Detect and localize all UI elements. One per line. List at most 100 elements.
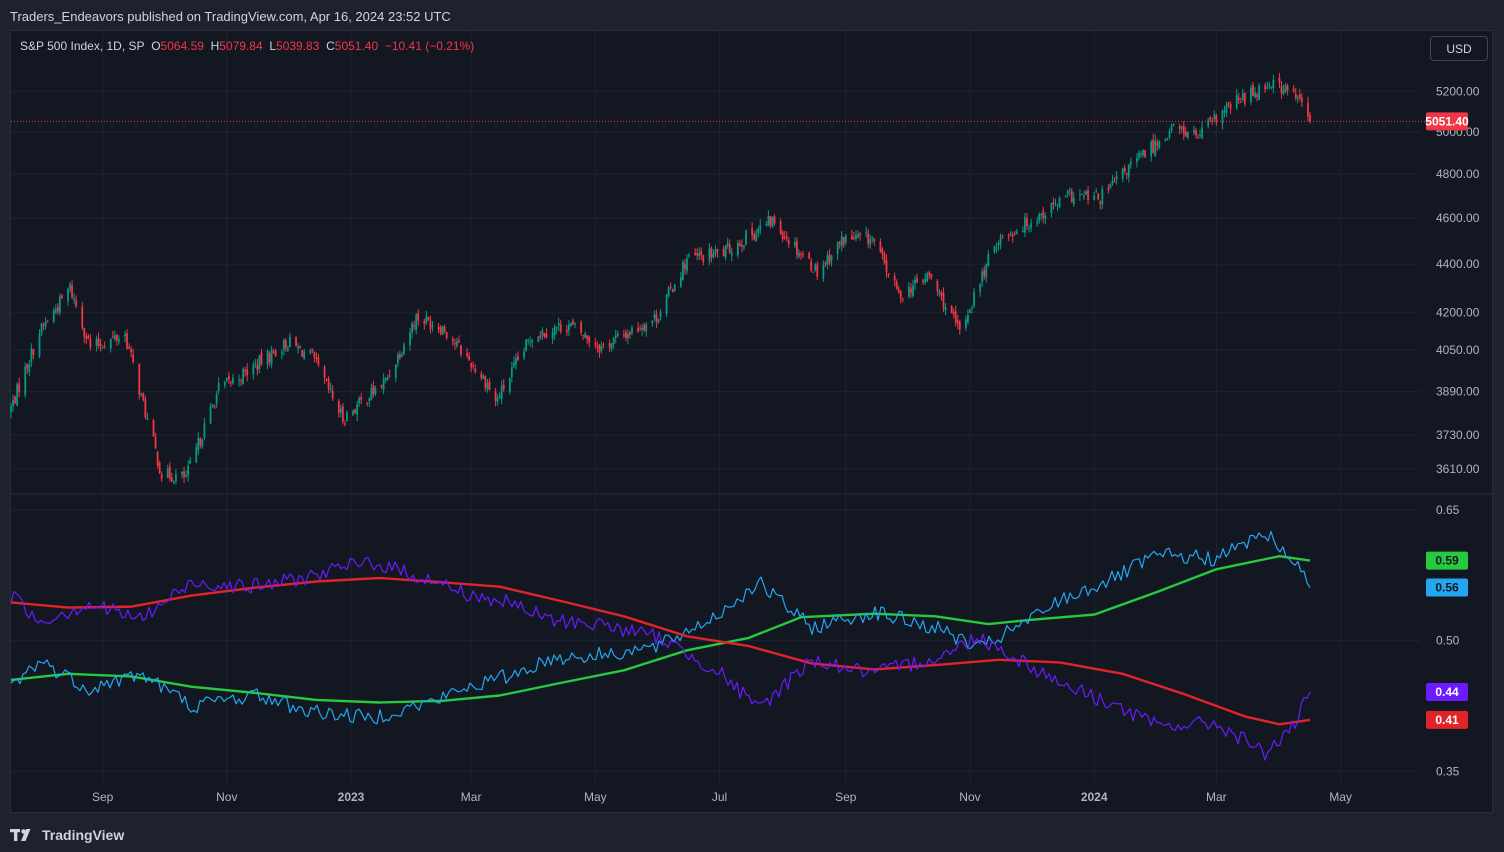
candle-body — [659, 311, 662, 317]
candle-body — [669, 286, 672, 288]
candle-body — [284, 340, 287, 349]
candle-body — [484, 376, 487, 389]
candle-body — [46, 321, 49, 323]
candle-body — [745, 231, 747, 245]
candle-body — [523, 351, 525, 358]
candle-body — [425, 316, 428, 323]
candle-body — [69, 284, 71, 290]
time-tick-label: Mar — [461, 790, 482, 804]
footer: TradingView — [10, 825, 124, 845]
candle-body — [1254, 92, 1256, 97]
candle-body — [1180, 126, 1183, 129]
candle-body — [916, 278, 918, 283]
candle-body — [545, 333, 548, 338]
candle-body — [126, 333, 128, 349]
candle-body — [1140, 153, 1142, 155]
candle-body — [1172, 124, 1175, 127]
candle-body — [751, 228, 754, 236]
candle-body — [472, 365, 475, 367]
osc-tick-label: 0.50 — [1436, 634, 1460, 648]
candle-body — [830, 255, 833, 261]
candle-body — [160, 474, 163, 479]
candle-body — [225, 377, 228, 381]
tradingview-logo-text[interactable]: TradingView — [42, 827, 125, 843]
candle-body — [1079, 194, 1081, 196]
candle-body — [451, 338, 454, 342]
candle-body — [1250, 88, 1252, 102]
candle-body — [81, 306, 84, 328]
candle-body — [175, 474, 177, 482]
candle-body — [885, 260, 888, 272]
candle-body — [1215, 115, 1218, 123]
candle-body — [873, 238, 876, 242]
candle-body — [938, 291, 941, 294]
candle-body — [714, 249, 717, 255]
candle-body — [765, 224, 768, 226]
time-tick-label: Sep — [835, 790, 857, 804]
currency-button[interactable]: USD — [1430, 36, 1488, 61]
candle-body — [1001, 235, 1004, 237]
candle-body — [956, 320, 959, 324]
chart-frame[interactable] — [10, 30, 1493, 813]
candle-body — [71, 285, 73, 298]
candle-body — [912, 285, 914, 296]
candle-body — [138, 363, 141, 395]
candle-body — [853, 237, 855, 239]
axis-layer: 5200.005000.004800.004600.004400.004200.… — [92, 84, 1480, 804]
candle-body — [211, 404, 214, 407]
candle-body — [1093, 195, 1096, 200]
candle-body — [798, 252, 800, 257]
candle-body — [223, 381, 226, 386]
candle-body — [386, 377, 389, 380]
candle-body — [700, 250, 703, 255]
candle-body — [1066, 191, 1069, 194]
candle-body — [500, 385, 503, 399]
candle-body — [1085, 191, 1087, 195]
price-tick-label: 5200.00 — [1436, 84, 1480, 98]
candle-body — [52, 310, 55, 322]
candle-body — [1237, 98, 1240, 100]
candle-body — [1058, 197, 1061, 207]
candle-body — [1256, 94, 1258, 97]
candle-body — [622, 334, 625, 336]
candle-body — [331, 390, 334, 399]
candle-body — [783, 237, 786, 239]
candle-body — [398, 354, 401, 358]
candle-body — [508, 377, 511, 392]
candle-body — [1292, 88, 1295, 92]
candle-body — [1111, 180, 1114, 184]
candle-body — [612, 337, 615, 344]
candle-body — [40, 323, 43, 334]
candle-body — [118, 339, 120, 342]
symbol-label[interactable]: S&P 500 Index, 1D, SP — [20, 39, 145, 53]
candle-body — [639, 329, 642, 331]
candle-body — [580, 322, 582, 334]
candle-body — [266, 350, 269, 365]
candle-body — [897, 288, 900, 293]
candle-body — [455, 341, 458, 346]
candle-body — [850, 235, 853, 240]
candle-body — [1024, 217, 1026, 233]
candle-body — [1040, 213, 1043, 215]
candle-body — [30, 348, 33, 363]
candle-body — [227, 376, 230, 380]
candle-body — [1113, 181, 1116, 183]
candle-body — [724, 245, 727, 258]
candle-body — [800, 253, 802, 255]
oscillator-line — [10, 555, 1311, 704]
candle-body — [238, 379, 240, 381]
candle-body — [722, 248, 725, 257]
candle-body — [370, 387, 373, 400]
candle-body — [887, 273, 890, 276]
candle-body — [18, 383, 21, 393]
tradingview-logo-icon[interactable] — [10, 828, 36, 842]
candle-body — [1252, 85, 1254, 97]
candle-body — [567, 324, 570, 331]
candle-body — [1166, 139, 1169, 141]
blue-value-badge-bg — [1426, 578, 1468, 597]
candle-body — [859, 233, 861, 236]
candle-body — [584, 333, 587, 339]
candle-body — [474, 368, 477, 372]
candle-body — [409, 332, 411, 346]
